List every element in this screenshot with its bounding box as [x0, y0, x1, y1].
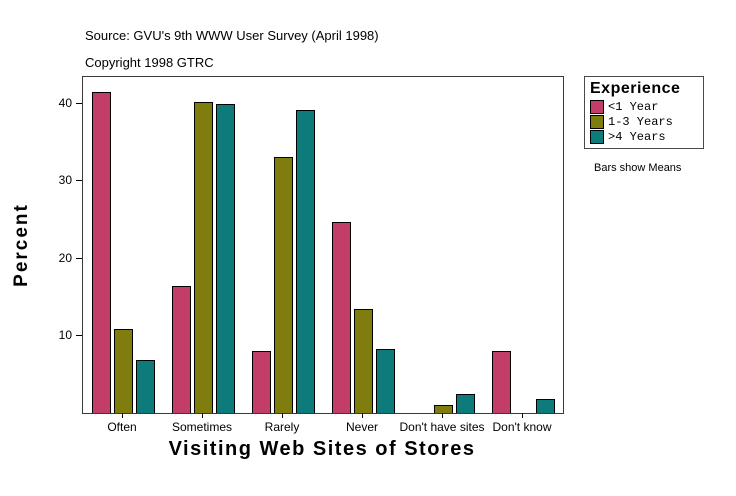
x-axis-title: Visiting Web Sites of Stores — [168, 438, 476, 460]
bar — [251, 351, 271, 413]
legend-items: <1 Year 1-3 Years >4 Years — [590, 99, 698, 144]
x-tick-mark — [202, 413, 203, 418]
legend-item: >4 Years — [590, 129, 698, 144]
x-tick-label: Often — [107, 420, 137, 434]
x-tick-mark — [522, 413, 523, 418]
x-tick-label: Don't have sites — [399, 420, 485, 434]
legend: Experience <1 Year 1-3 Years >4 Years — [584, 76, 704, 149]
bar — [353, 309, 373, 413]
legend-label: 1-3 Years — [608, 114, 673, 129]
x-tick-mark — [442, 413, 443, 418]
y-tick-mark — [76, 180, 82, 181]
bar — [295, 110, 315, 413]
y-tick-label: 20 — [58, 251, 72, 265]
legend-swatch-icon — [590, 114, 604, 129]
legend-swatch-icon — [590, 129, 604, 144]
x-tick-mark — [122, 413, 123, 418]
bar — [455, 394, 475, 413]
x-tick-label: Don't know — [492, 420, 552, 434]
copyright-caption: Copyright 1998 GTRC — [85, 55, 214, 70]
bar-group-often — [83, 77, 163, 413]
bar — [331, 222, 351, 413]
bar-group-never — [323, 77, 403, 413]
x-tick-label: Rarely — [264, 420, 300, 434]
x-tick-label: Never — [345, 420, 378, 434]
bar-group-don-t-have-sites — [403, 77, 483, 413]
bar — [535, 399, 555, 413]
y-tick-mark — [76, 103, 82, 104]
legend-label: >4 Years — [608, 129, 666, 144]
bar — [375, 349, 395, 413]
plot-area — [82, 76, 564, 414]
legend-title: Experience — [590, 80, 681, 97]
legend-note: Bars show Means — [594, 162, 682, 174]
bar-group-sometimes — [163, 77, 243, 413]
y-tick-label: 30 — [58, 173, 72, 187]
bar-group-don-t-know — [483, 77, 563, 413]
bar — [433, 405, 453, 413]
source-caption: Source: GVU's 9th WWW User Survey (April… — [85, 28, 379, 43]
legend-item: 1-3 Years — [590, 114, 698, 129]
y-tick-label: 40 — [58, 96, 72, 110]
bar — [273, 157, 293, 413]
bar — [135, 360, 155, 413]
y-axis-title: Percent — [11, 203, 32, 287]
y-tick-mark — [76, 258, 82, 259]
bar — [215, 104, 235, 413]
x-tick-mark — [282, 413, 283, 418]
x-tick-label: Sometimes — [171, 420, 233, 434]
y-tick-label: 10 — [58, 328, 72, 342]
bar — [171, 286, 191, 413]
legend-item: <1 Year — [590, 99, 698, 114]
bar — [491, 351, 511, 413]
y-tick-mark — [76, 335, 82, 336]
bar-group-rarely — [243, 77, 323, 413]
bar — [91, 92, 111, 413]
bar — [113, 329, 133, 413]
bar — [193, 102, 213, 413]
legend-swatch-icon — [590, 99, 604, 114]
legend-label: <1 Year — [608, 99, 659, 114]
x-tick-mark — [362, 413, 363, 418]
